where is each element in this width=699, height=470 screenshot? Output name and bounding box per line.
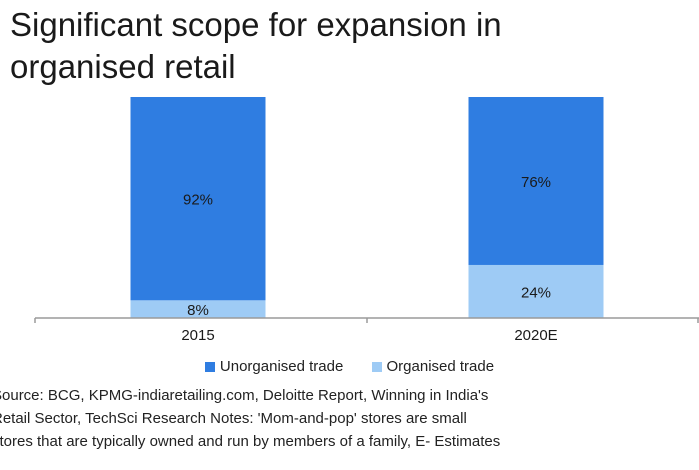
chart-title: Significant scope for expansion in organ… — [10, 4, 690, 88]
legend-label-unorganised: Unorganised trade — [219, 358, 344, 375]
x-tick-label-2015: 2015 — [181, 327, 214, 344]
data-label-organised-2015: 8% — [187, 302, 209, 319]
legend-swatch-organised — [371, 361, 382, 372]
data-label-unorganised-2015: 92% — [183, 192, 213, 209]
legend-item-organised: Organised trade — [371, 358, 495, 375]
source-note: Source: BCG, KPMG-indiaretailing.com, De… — [0, 384, 699, 453]
legend-swatch-unorganised — [204, 361, 215, 372]
bar-organised-2020E — [468, 264, 604, 318]
bar-organised-2015 — [130, 300, 266, 318]
data-label-organised-2020E: 24% — [521, 284, 551, 301]
title-line-1: Significant scope for expansion in — [10, 6, 502, 43]
data-label-unorganised-2020E: 76% — [521, 174, 551, 191]
legend-item-unorganised: Unorganised trade — [204, 358, 344, 375]
stacked-bar-chart: 8% 92% 2015 24% 76% 2020E — [34, 97, 699, 344]
legend-label-organised: Organised trade — [386, 358, 495, 375]
source-line-3: stores that are typically owned and run … — [0, 433, 501, 450]
source-line-2: Retail Sector, TechSci Research Notes: '… — [0, 410, 467, 427]
title-line-2: organised retail — [10, 48, 236, 85]
bar-unorganised-2020E — [468, 97, 604, 265]
legend: Unorganised trade Organised trade — [0, 358, 699, 376]
source-line-1: Source: BCG, KPMG-indiaretailing.com, De… — [0, 387, 489, 404]
x-tick-label-2020E: 2020E — [514, 327, 557, 344]
bar-unorganised-2015 — [130, 97, 266, 301]
